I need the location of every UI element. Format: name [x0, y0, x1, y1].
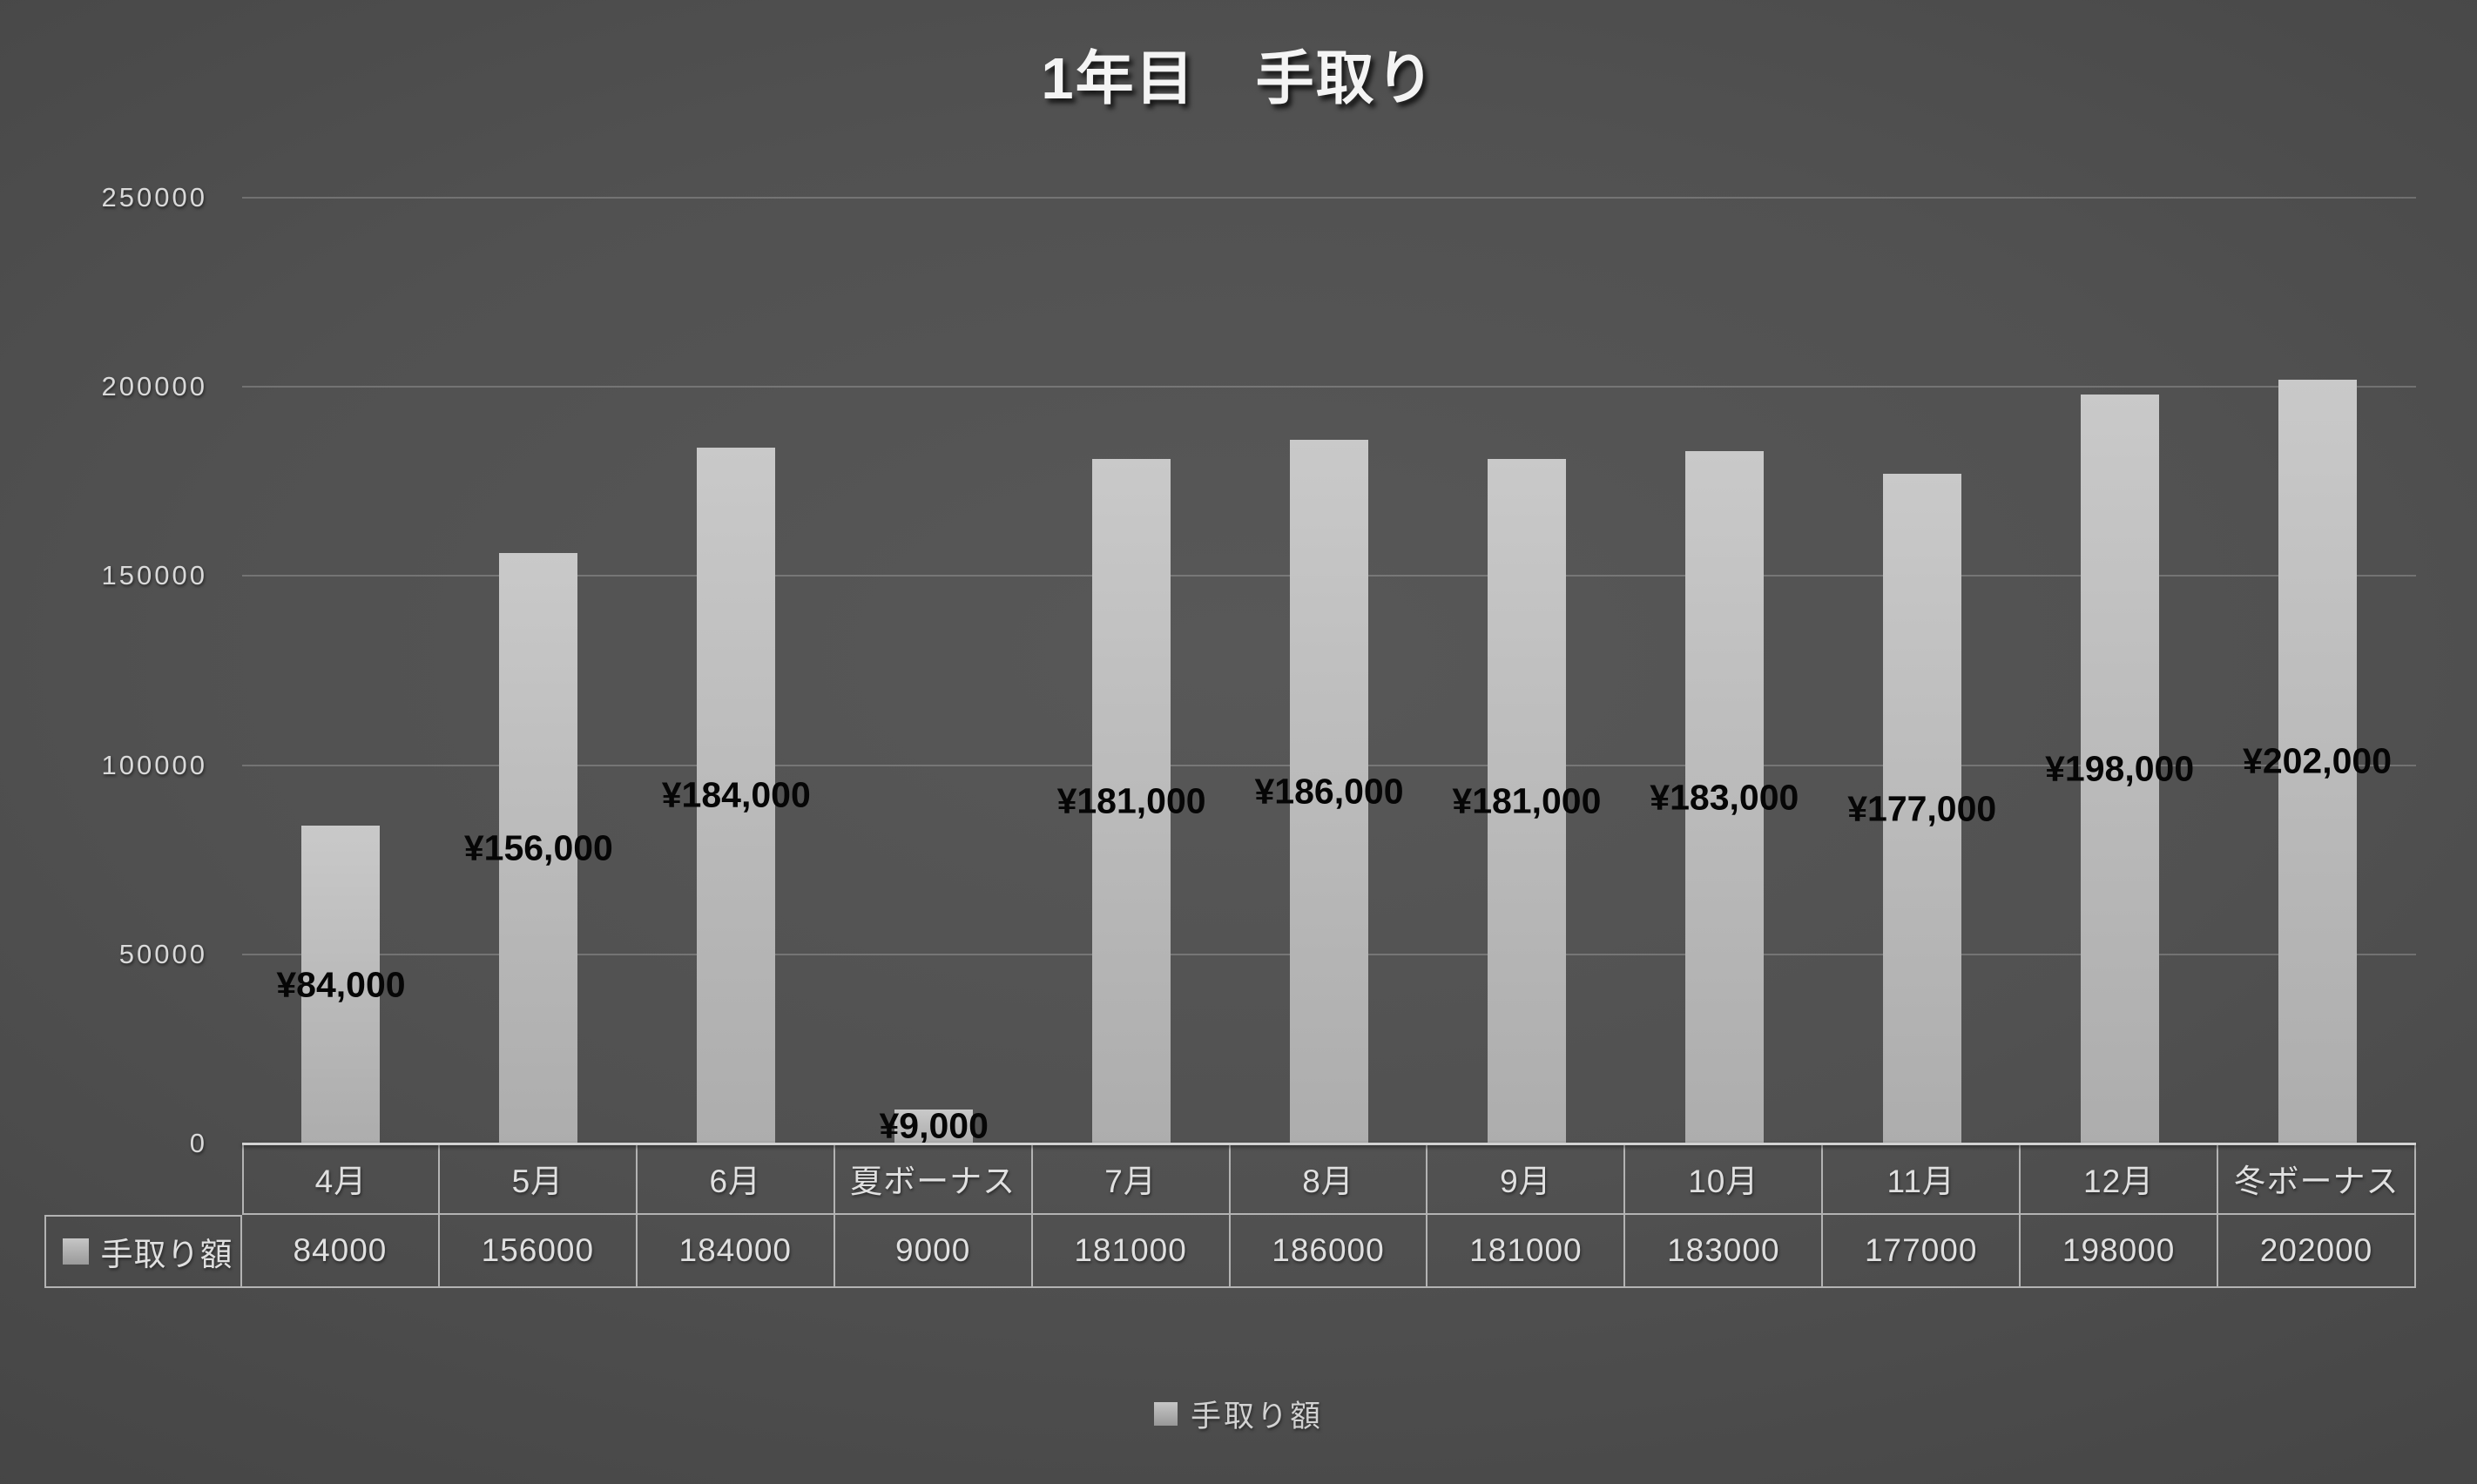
y-tick-label: 200000	[101, 371, 207, 402]
table-corner-spacer	[44, 1143, 242, 1215]
table-category-cell: 5月	[439, 1143, 638, 1215]
bar	[1092, 458, 1171, 1143]
bar	[1290, 440, 1368, 1143]
table-row-header-label: 手取り額	[100, 1237, 233, 1272]
bar	[2080, 394, 2159, 1143]
table-value-cell: 9000	[834, 1215, 1033, 1288]
bar	[301, 826, 381, 1143]
legend: 手取り額	[0, 1392, 2477, 1436]
bar-value-label: ¥181,000	[1452, 780, 1602, 821]
table-value-cell: 181000	[1032, 1215, 1231, 1288]
table-category-cell: 12月	[2021, 1143, 2219, 1215]
bar	[1882, 474, 1961, 1143]
bar-value-label: ¥9,000	[879, 1105, 989, 1146]
table-value-cell: 177000	[1823, 1215, 2021, 1288]
table-category-cell: 冬ボーナス	[2218, 1143, 2416, 1215]
table-category-cell: 8月	[1230, 1143, 1428, 1215]
table-value-cell: 156000	[439, 1215, 638, 1288]
gridline	[242, 386, 2416, 388]
bar-value-label: ¥186,000	[1254, 771, 1404, 812]
bar	[1487, 458, 1566, 1143]
chart-title: 1年目 手取り	[1041, 46, 1436, 111]
x-axis-line	[242, 1143, 2416, 1145]
table-value-cell: 181000	[1427, 1215, 1626, 1288]
table-category-cell: 9月	[1427, 1143, 1626, 1215]
bar-value-label: ¥177,000	[1847, 788, 1997, 829]
table-value-cell: 202000	[2218, 1215, 2416, 1288]
y-tick-label: 0	[189, 1128, 207, 1158]
bar	[2278, 379, 2357, 1143]
table-category-cell: 7月	[1032, 1143, 1231, 1215]
table-value-cell: 184000	[637, 1215, 835, 1288]
y-tick-label: 150000	[101, 560, 207, 591]
gridline	[242, 197, 2416, 199]
legend-key-swatch	[1153, 1402, 1178, 1426]
bar-value-label: ¥184,000	[661, 774, 811, 815]
bar	[894, 1109, 974, 1143]
table-legend-key-swatch	[62, 1238, 89, 1265]
table-category-cell: 6月	[637, 1143, 835, 1215]
bar-value-label: ¥183,000	[1650, 777, 1799, 818]
table-value-cell: 84000	[242, 1215, 440, 1288]
y-tick-label: 50000	[118, 938, 207, 969]
y-axis: 0 50000 100000 150000 200000 250000	[0, 182, 207, 1158]
bar-value-label: ¥84,000	[276, 964, 406, 1005]
table-value-cell: 198000	[2021, 1215, 2219, 1288]
table-category-cell: 11月	[1823, 1143, 2021, 1215]
table-category-cell: 4月	[242, 1143, 440, 1215]
table-value-cell: 186000	[1230, 1215, 1428, 1288]
bar-value-label: ¥198,000	[2045, 748, 2195, 789]
bar-value-label: ¥202,000	[2243, 740, 2393, 781]
table-row-header: 手取り額	[44, 1215, 242, 1288]
bar-value-label: ¥181,000	[1056, 780, 1206, 821]
bar	[499, 553, 578, 1143]
bar	[1684, 451, 1764, 1143]
legend-label: 手取り額	[1190, 1400, 1323, 1433]
y-tick-label: 100000	[101, 749, 207, 780]
table-value-cell: 183000	[1625, 1215, 1824, 1288]
bar	[697, 447, 776, 1143]
data-table: 4月 5月 6月 夏ボーナス 7月 8月 9月 10月 11月 12月 冬ボーナス手取り額 84000…	[44, 1143, 2416, 1288]
plot-area: ¥84,000 ¥156,000 ¥184,000 ¥9,000 ¥181,000 ¥18…	[242, 197, 2416, 1146]
bar-value-label: ¥156,000	[463, 827, 613, 868]
table-category-cell: 夏ボーナス	[834, 1143, 1033, 1215]
y-tick-label: 250000	[101, 182, 207, 212]
table-category-cell: 10月	[1625, 1143, 1824, 1215]
